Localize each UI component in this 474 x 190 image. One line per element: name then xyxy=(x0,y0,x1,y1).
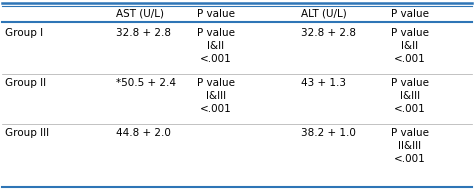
Text: P value: P value xyxy=(197,9,235,19)
Text: P value
I&II
<.001: P value I&II <.001 xyxy=(197,28,235,64)
Text: Group I: Group I xyxy=(5,28,43,38)
Text: 32.8 + 2.8: 32.8 + 2.8 xyxy=(301,28,356,38)
Text: 38.2 + 1.0: 38.2 + 1.0 xyxy=(301,128,356,138)
Text: P value
I&II
<.001: P value I&II <.001 xyxy=(391,28,429,64)
Text: AST (U/L): AST (U/L) xyxy=(116,9,164,19)
Text: Group II: Group II xyxy=(5,78,46,88)
Text: P value
I&III
<.001: P value I&III <.001 xyxy=(197,78,235,114)
Text: P value
I&III
<.001: P value I&III <.001 xyxy=(391,78,429,114)
Text: P value: P value xyxy=(391,9,429,19)
Text: *50.5 + 2.4: *50.5 + 2.4 xyxy=(116,78,176,88)
Text: ALT (U/L): ALT (U/L) xyxy=(301,9,347,19)
Text: 43 + 1.3: 43 + 1.3 xyxy=(301,78,346,88)
Text: Group III: Group III xyxy=(5,128,49,138)
Text: 44.8 + 2.0: 44.8 + 2.0 xyxy=(116,128,171,138)
Text: P value
II&III
<.001: P value II&III <.001 xyxy=(391,128,429,164)
Text: 32.8 + 2.8: 32.8 + 2.8 xyxy=(116,28,171,38)
